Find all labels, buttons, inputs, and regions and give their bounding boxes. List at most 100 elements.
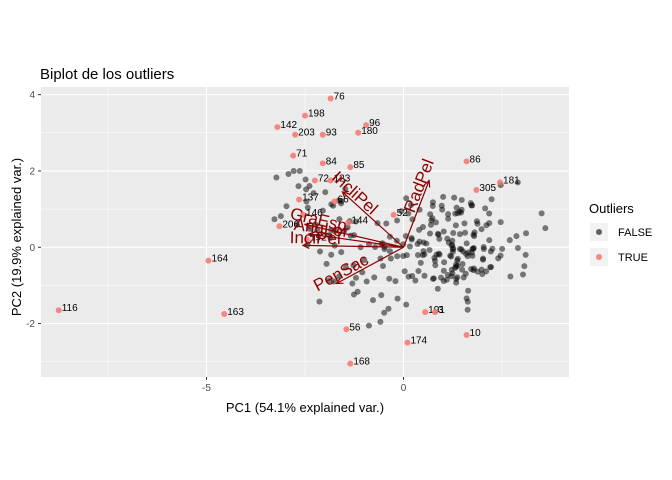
point-outlier	[302, 112, 308, 119]
point-false	[271, 216, 278, 223]
point-outlier	[292, 131, 299, 138]
x-tick-label: 0	[401, 383, 407, 394]
point-outlier	[390, 211, 397, 218]
outlier-label: 198	[308, 109, 325, 120]
outlier-label: 52	[397, 208, 409, 219]
loading-arrowhead	[341, 191, 350, 199]
point-false	[350, 262, 357, 269]
point-false	[353, 218, 360, 225]
outlier-label: 174	[410, 336, 427, 347]
point-false	[386, 233, 393, 240]
point-false	[432, 219, 439, 226]
point-outlier	[276, 223, 283, 230]
point-outlier	[343, 326, 350, 333]
point-false	[506, 237, 513, 244]
point-false	[462, 270, 469, 277]
chart-title: Biplot de los outliers	[40, 66, 174, 83]
point-false	[461, 220, 468, 227]
point-false	[497, 252, 504, 259]
point-false	[342, 264, 349, 271]
point-false	[394, 253, 401, 260]
loading-arrow	[336, 246, 404, 285]
point-false	[464, 306, 471, 313]
point-false	[440, 267, 447, 274]
point-false	[445, 211, 452, 218]
point-false	[403, 301, 410, 308]
point-outlier	[432, 309, 439, 316]
point-false	[456, 231, 463, 238]
outlier-label: 142	[280, 120, 297, 131]
point-false	[499, 245, 506, 252]
point-false	[521, 263, 528, 270]
point-false	[357, 244, 364, 251]
point-outlier	[347, 360, 354, 367]
point-false	[480, 255, 487, 262]
outlier-label: 71	[296, 149, 308, 160]
point-false	[471, 229, 478, 236]
point-false	[294, 221, 301, 228]
point-false	[380, 262, 387, 269]
point-false	[385, 305, 392, 312]
outlier-label: 85	[353, 160, 365, 171]
axis-ticks: -5 0 -2 0 2 4	[26, 90, 407, 394]
point-false	[354, 288, 361, 295]
point-false	[361, 257, 368, 264]
y-tick-label: 2	[29, 166, 35, 177]
point-false	[338, 249, 345, 256]
point-false	[302, 176, 309, 183]
point-outlier	[311, 177, 318, 184]
point-false	[507, 273, 514, 280]
point-false	[486, 237, 493, 244]
point-false	[483, 268, 490, 275]
point-false	[429, 199, 436, 206]
point-outlier	[331, 198, 338, 205]
point-false	[381, 309, 388, 316]
point-false	[336, 216, 343, 223]
point-outlier	[473, 187, 480, 194]
legend: Outliers FALSE TRUE	[589, 201, 652, 266]
point-false	[463, 240, 470, 247]
point-false	[383, 220, 390, 227]
point-outlier	[300, 211, 307, 218]
y-tick-label: -2	[26, 319, 35, 330]
outlier-label: 66	[338, 194, 350, 205]
outlier-label: 192	[310, 233, 327, 244]
point-false	[448, 266, 455, 273]
point-false	[296, 167, 303, 174]
point-false	[349, 280, 356, 287]
point-false	[317, 248, 324, 255]
legend-title: Outliers	[589, 201, 634, 216]
point-false	[285, 170, 292, 177]
point-false	[394, 295, 401, 302]
point-false	[459, 260, 466, 267]
outlier-label: 206	[282, 219, 299, 230]
point-false	[458, 197, 465, 204]
point-outlier	[319, 131, 326, 138]
point-outlier	[55, 307, 62, 314]
point-false	[277, 213, 284, 220]
point-false	[310, 190, 317, 197]
y-axis-title: PC2 (19.9% explained var.)	[9, 158, 24, 316]
point-false	[497, 219, 504, 226]
point-false	[427, 221, 434, 228]
point-false	[464, 298, 471, 305]
point-false	[448, 242, 455, 249]
loading-arrowhead	[307, 231, 316, 239]
point-false	[486, 220, 493, 227]
point-false	[434, 230, 441, 237]
point-false	[406, 243, 413, 250]
point-false	[470, 267, 477, 274]
point-outlier	[355, 129, 362, 136]
loading-arrow	[308, 233, 404, 248]
legend-key	[596, 254, 602, 260]
loading-arrow	[303, 244, 404, 248]
loading-arrowhead	[335, 277, 344, 285]
point-false	[487, 248, 494, 255]
point-false	[342, 185, 349, 192]
point-outlier	[319, 160, 326, 167]
point-false	[480, 244, 487, 251]
point-outlier	[303, 236, 310, 243]
outlier-label: 76	[334, 91, 346, 102]
point-outlier	[463, 158, 470, 165]
